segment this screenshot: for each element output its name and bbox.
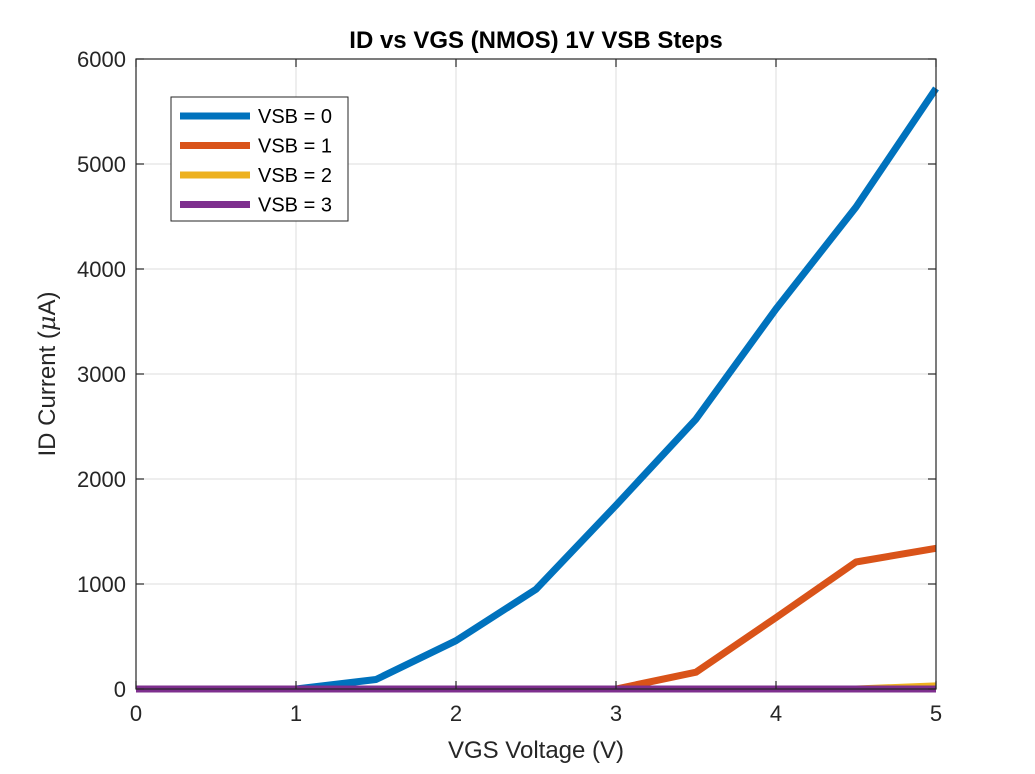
y-tick-label: 0 [114,677,126,702]
y-tick-label: 1000 [77,572,126,597]
legend-entry-label: VSB = 1 [258,136,332,158]
y-tick-label: 4000 [77,257,126,282]
chart-title: ID vs VGS (NMOS) 1V VSB Steps [349,27,722,54]
x-tick-label: 3 [610,701,622,726]
y-axis-label-prefix: ID Current ( [34,331,61,456]
legend-entry-label: VSB = 2 [258,165,332,187]
x-tick-label: 4 [770,701,782,726]
legend-entry-label: VSB = 0 [258,106,332,128]
y-axis-label: ID Current (μA) [33,292,61,457]
y-axis-label-suffix: A) [34,292,61,316]
y-tick-label: 5000 [77,152,126,177]
ticks: 0 1 2 3 4 5 0 1000 2000 3000 4000 5000 6000 [77,47,942,726]
y-axis-label-mu: μ [33,316,61,332]
legend: VSB = 0 VSB = 1 VSB = 2 VSB = 3 [170,96,349,222]
x-tick-label: 1 [290,701,302,726]
legend-box [170,96,349,222]
legend-entry-label: VSB = 3 [258,195,332,217]
y-tick-label: 6000 [77,47,126,72]
x-tick-label: 0 [130,701,142,726]
x-axis-label: VGS Voltage (V) [448,737,624,764]
x-tick-label: 5 [930,701,942,726]
y-tick-label: 2000 [77,467,126,492]
y-tick-label: 3000 [77,362,126,387]
x-tick-label: 2 [450,701,462,726]
